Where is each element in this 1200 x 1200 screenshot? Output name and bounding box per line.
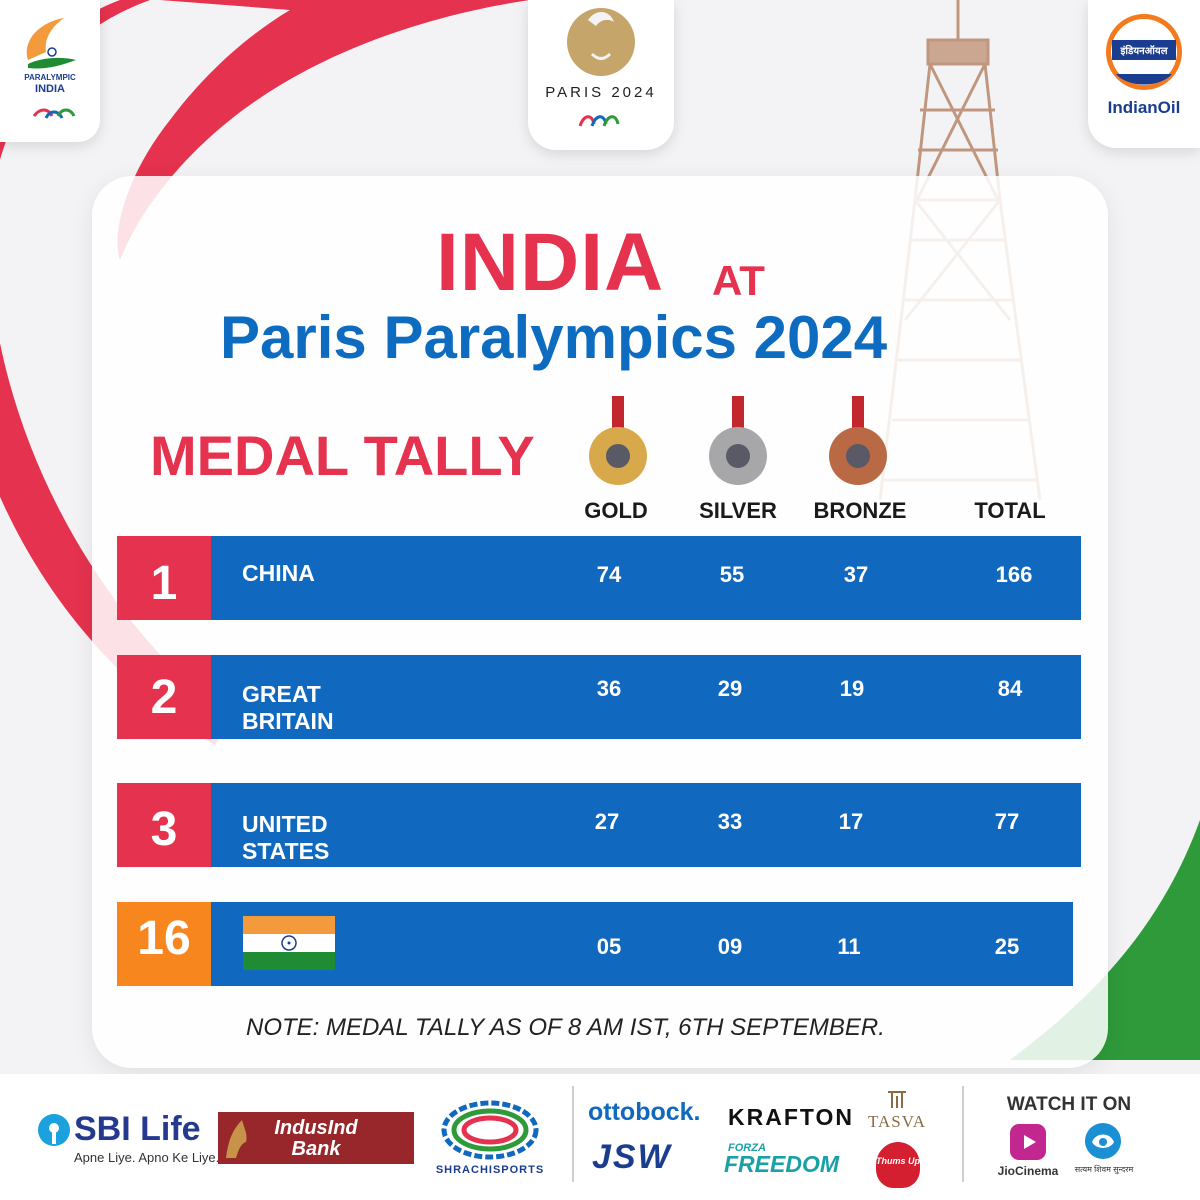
paralympic-label: PARALYMPIC [24, 73, 76, 82]
title-india: INDIA [436, 217, 665, 308]
bronze-count: 37 [843, 562, 869, 587]
section-title: MEDAL TALLY [150, 424, 535, 487]
tasva-emblem-icon [888, 1091, 906, 1108]
rank-badge: 3 [117, 783, 211, 867]
gold-count: 27 [594, 809, 620, 834]
sbi-life-tagline: Apne Liye. Apno Ke Liye. [74, 1150, 220, 1165]
india-label: INDIA [35, 83, 65, 95]
doordarshan-tagline: सत्यम शिवम सुन्दरम [1074, 1165, 1134, 1174]
green-swoosh [1010, 820, 1200, 1060]
total-count: 25 [994, 934, 1020, 959]
paris-2024-logo: PARIS 2024 [528, 0, 674, 150]
rank-badge: 2 [117, 655, 211, 739]
thums-up-logo: Thums Up [876, 1142, 920, 1188]
row-bar [211, 783, 1081, 867]
footer-divider [572, 1086, 574, 1182]
column-bronze: BRONZE [813, 498, 907, 523]
gold-medal-icon [589, 396, 647, 485]
sbi-logo-icon [38, 1114, 70, 1146]
krafton-logo: KRAFTON [728, 1104, 855, 1130]
rank-badge: 1 [117, 536, 211, 620]
gold-count: 74 [596, 562, 622, 587]
title-subtitle: Paris Paralympics 2024 [220, 304, 888, 371]
country-name: GREAT BRITAIN [242, 681, 334, 734]
row-bar [211, 902, 1073, 986]
sbi-life-name: SBI Life [74, 1110, 201, 1148]
row-bar [211, 655, 1081, 739]
paris-flame-icon [567, 8, 635, 76]
silver-count: 33 [717, 809, 743, 834]
shrachi-sports-name: SHRACHISPORTS [435, 1164, 545, 1176]
agitos-icon [578, 115, 620, 127]
bronze-count: 19 [839, 676, 865, 701]
column-gold: GOLD [584, 498, 648, 523]
indianoil-logo: इंडियनऑयल IndianOil [1088, 0, 1200, 148]
sponsor-footer [0, 1074, 1200, 1200]
paralympic-india-logo: PARALYMPIC INDIA [0, 0, 100, 142]
paris-2024-label: PARIS 2024 [545, 84, 657, 101]
forza-freedom-small: FORZA [728, 1142, 766, 1154]
gold-count: 05 [596, 934, 622, 959]
paralympic-india-emblem-icon [26, 18, 76, 119]
watch-it-on-label: WATCH IT ON [1006, 1094, 1132, 1115]
bronze-count: 11 [837, 934, 861, 959]
jsw-logo: JSW [592, 1138, 672, 1176]
indusind-horse-icon [226, 1120, 247, 1158]
ottobock-logo: ottobock. [588, 1098, 701, 1126]
row-bar [211, 536, 1081, 620]
jiocinema-icon [1010, 1124, 1046, 1160]
indusind-line1: IndusInd [274, 1117, 358, 1139]
forza-freedom-logo: FREEDOM [724, 1151, 839, 1177]
indianoil-text: IndianOil [1107, 98, 1181, 117]
total-count: 84 [997, 676, 1023, 701]
column-silver: SILVER [699, 498, 777, 523]
indianoil-hindi-text: इंडियनऑयल [1120, 46, 1168, 57]
country-name: UNITED STATES [242, 811, 330, 864]
silver-count: 55 [719, 562, 745, 587]
column-total: TOTAL [974, 498, 1046, 523]
gold-count: 36 [596, 676, 622, 701]
doordarshan-icon [1085, 1123, 1121, 1159]
title-at: AT [712, 257, 765, 304]
indusind-line2: Bank [291, 1138, 341, 1160]
country-name: CHINA [242, 560, 315, 586]
footer-divider [962, 1086, 964, 1182]
total-count: 166 [995, 562, 1033, 587]
thums-up-label: Thums Up [876, 1156, 920, 1166]
silver-count: 09 [717, 934, 743, 959]
silver-count: 29 [717, 676, 743, 701]
indusind-bank-logo: IndusInd Bank [218, 1112, 414, 1164]
total-count: 77 [994, 809, 1020, 834]
shrachi-sports-logo-icon [441, 1100, 539, 1160]
bronze-medal-icon [829, 396, 887, 485]
indianoil-emblem-icon [1106, 14, 1182, 90]
bronze-count: 17 [838, 809, 864, 834]
tasva-logo: TASVA [867, 1112, 927, 1131]
silver-medal-icon [709, 396, 767, 485]
jiocinema-label: JioCinema [997, 1164, 1059, 1178]
india-flag-icon [243, 916, 335, 970]
rank-badge: 16 [117, 902, 211, 986]
red-swoosh [0, 0, 230, 745]
tally-note: NOTE: MEDAL TALLY AS OF 8 AM IST, 6TH SE… [246, 1014, 885, 1041]
